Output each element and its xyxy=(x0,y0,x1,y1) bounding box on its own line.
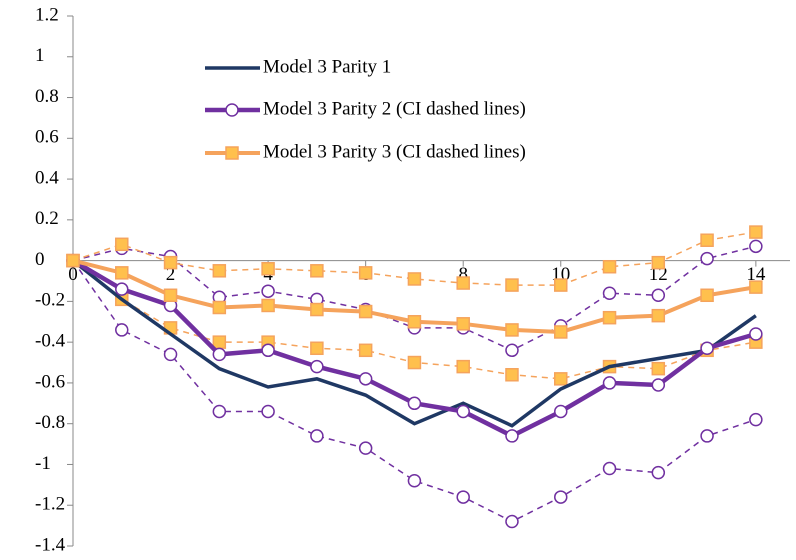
marker xyxy=(212,404,227,419)
marker xyxy=(505,429,519,443)
marker xyxy=(310,359,324,374)
y-tick-label: 0.6 xyxy=(35,127,59,148)
y-tick-label: -0.4 xyxy=(35,331,66,352)
marker xyxy=(163,288,178,303)
marker xyxy=(310,302,324,317)
marker xyxy=(554,372,568,386)
marker xyxy=(602,286,617,300)
x-tick-label: 0 xyxy=(68,264,78,285)
marker xyxy=(212,300,227,315)
marker xyxy=(456,404,470,419)
legend-marker xyxy=(225,103,239,117)
marker xyxy=(261,343,275,358)
marker xyxy=(115,323,129,337)
marker xyxy=(554,404,568,419)
marker xyxy=(602,461,617,476)
y-tick-label: -1.4 xyxy=(35,534,66,555)
y-tick-label: 1.2 xyxy=(35,4,59,25)
legend-label: Model 3 Parity 3 (CI dashed lines) xyxy=(263,141,526,162)
ci-line xyxy=(72,260,757,523)
marker xyxy=(407,396,422,411)
series-line xyxy=(71,259,757,428)
marker xyxy=(700,429,714,443)
marker xyxy=(163,347,178,362)
marker xyxy=(651,308,666,323)
marker xyxy=(456,359,470,374)
x-tick-label: 14 xyxy=(746,264,766,285)
marker xyxy=(651,378,666,392)
marker xyxy=(456,490,470,504)
marker xyxy=(163,255,178,270)
marker xyxy=(749,225,763,239)
marker xyxy=(261,262,275,276)
marker xyxy=(212,264,227,278)
marker xyxy=(749,412,763,427)
marker xyxy=(505,343,519,358)
marker xyxy=(749,327,763,341)
y-tick-label: 0.4 xyxy=(35,167,59,188)
y-tick-label: -0.2 xyxy=(35,290,65,311)
marker xyxy=(407,355,422,370)
y-tick-label: -1 xyxy=(35,453,51,474)
y-tick-label: -1.2 xyxy=(35,494,65,515)
marker xyxy=(407,474,422,488)
y-tick-label: -0.6 xyxy=(35,371,65,392)
y-tick-label: 0.8 xyxy=(35,86,59,107)
marker xyxy=(310,264,324,278)
marker xyxy=(651,255,666,270)
marker xyxy=(505,323,519,337)
marker xyxy=(261,298,275,313)
marker xyxy=(505,368,519,382)
marker xyxy=(358,372,373,386)
marker xyxy=(554,325,568,339)
marker xyxy=(602,310,617,325)
marker xyxy=(358,304,373,319)
y-tick-label: 0 xyxy=(35,249,45,270)
marker xyxy=(700,233,714,247)
legend-marker xyxy=(225,146,239,160)
legend-label: Model 3 Parity 2 (CI dashed lines) xyxy=(263,98,526,119)
marker xyxy=(456,276,470,290)
legend-label: Model 3 Parity 1 xyxy=(263,56,391,77)
marker xyxy=(700,341,714,356)
marker xyxy=(358,266,373,280)
marker xyxy=(602,259,617,274)
marker xyxy=(115,237,129,252)
marker xyxy=(310,341,324,356)
marker xyxy=(554,278,568,292)
marker xyxy=(115,266,129,280)
marker xyxy=(651,361,666,376)
marker xyxy=(115,282,129,296)
y-tick-label: 1 xyxy=(35,45,45,66)
marker xyxy=(505,514,519,529)
marker xyxy=(602,376,617,390)
marker xyxy=(407,315,422,329)
marker xyxy=(700,251,714,266)
marker xyxy=(651,465,666,480)
marker xyxy=(212,335,227,349)
y-tick-label: -0.8 xyxy=(35,412,65,433)
marker xyxy=(358,343,373,358)
marker xyxy=(212,347,227,362)
y-tick-label: 0.2 xyxy=(35,208,59,229)
marker xyxy=(261,284,275,298)
marker xyxy=(505,278,519,292)
x-tick-label: 2 xyxy=(166,264,176,285)
marker xyxy=(554,490,568,504)
x-tick-label: 8 xyxy=(458,264,468,285)
marker xyxy=(749,280,763,294)
marker xyxy=(358,441,373,455)
marker xyxy=(749,239,763,254)
marker xyxy=(261,404,275,419)
marker xyxy=(456,317,470,331)
marker xyxy=(651,288,666,303)
marker xyxy=(310,429,324,443)
marker xyxy=(407,272,422,286)
marker xyxy=(700,288,714,303)
marker xyxy=(66,253,80,268)
